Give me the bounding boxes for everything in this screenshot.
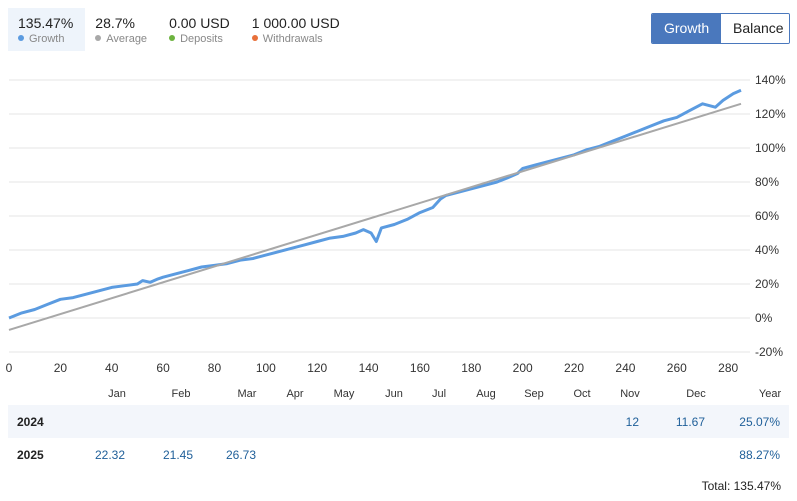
x-tick-label: 80 (208, 361, 222, 375)
x-tick-label: 120 (307, 361, 327, 375)
month-header-mar: Mar (238, 388, 257, 400)
y-tick-label: 140% (755, 73, 786, 87)
stat-growth[interactable]: 135.47% Growth (8, 8, 86, 51)
month-header-apr: Apr (286, 388, 303, 400)
stat-label: Withdrawals (251, 33, 340, 45)
row-year: 2024 (17, 415, 44, 429)
y-tick-label: 20% (755, 277, 779, 291)
x-tick-label: 40 (105, 361, 119, 375)
series-line-average (8, 102, 742, 331)
month-header-jun: Jun (385, 388, 403, 400)
x-tick-label: 0 (6, 361, 13, 375)
cell-year: 88.27% (739, 448, 780, 462)
table-row: 2025 22.32 21.45 26.73 88.27% (8, 438, 789, 471)
x-tick-label: 180 (461, 361, 481, 375)
month-header-year: Year (759, 388, 782, 400)
x-tick-label: 200 (513, 361, 533, 375)
month-header-sep: Sep (524, 388, 544, 400)
balance-tab-button[interactable]: Balance (721, 14, 789, 43)
x-tick-label: 100 (256, 361, 276, 375)
chart-mode-toggle[interactable]: Growth Balance (651, 13, 790, 44)
x-tick-label: 260 (667, 361, 687, 375)
x-tick-label: 220 (564, 361, 584, 375)
stat-deposits[interactable]: 0.00 USD Deposits (159, 8, 242, 51)
stat-average[interactable]: 28.7% Average (85, 8, 159, 51)
y-tick-label: 120% (755, 107, 786, 121)
cell-year: 25.07% (739, 415, 780, 429)
stat-label-text: Deposits (180, 33, 223, 45)
cell-jan: 22.32 (94, 448, 125, 462)
legend-dot-icon (251, 35, 258, 41)
cell-mar: 26.73 (225, 448, 256, 462)
stat-label: Deposits (169, 33, 230, 45)
stat-value: 0.00 USD (169, 15, 230, 31)
stat-value: 28.7% (95, 15, 135, 31)
y-tick-label: 0% (755, 311, 773, 325)
x-tick-label: 140 (359, 361, 379, 375)
stat-label-text: Withdrawals (262, 33, 323, 45)
legend-dot-icon (169, 35, 176, 41)
monthly-returns-table: 2024 12 11.67 25.07% 2025 22.32 21.45 26.73 88.2… (8, 405, 789, 471)
month-header-dec: Dec (686, 388, 706, 400)
growth-tab-button[interactable]: Growth (652, 14, 721, 43)
stat-label: Growth (18, 33, 73, 45)
month-header-feb: Feb (172, 388, 191, 400)
growth-chart: 140% 120% 100% 80% 60% 40% 20% 0% -20% 0 20 40 60 80 1… (6, 73, 786, 400)
legend-dot-icon (95, 35, 102, 41)
cell-feb: 21.45 (162, 448, 193, 462)
stat-value: 1 000.00 USD (251, 15, 340, 31)
x-tick-label: 60 (156, 361, 170, 375)
legend-dot-icon (18, 35, 24, 41)
stat-label-text: Growth (29, 33, 65, 45)
table-row: 2024 12 11.67 25.07% (8, 405, 789, 438)
y-tick-label: 60% (755, 209, 779, 223)
month-header-jul: Jul (432, 388, 446, 400)
x-tick-label: 240 (615, 361, 635, 375)
y-tick-label: -20% (755, 345, 783, 359)
total-growth: Total: 135.47% (701, 479, 781, 493)
row-year: 2025 (17, 448, 44, 462)
x-tick-label: 160 (410, 361, 430, 375)
stat-label: Average (95, 33, 147, 45)
stat-label-text: Average (106, 33, 148, 45)
x-tick-label: 280 (718, 361, 738, 375)
month-header-nov: Nov (620, 388, 640, 400)
month-header-oct: Oct (573, 388, 590, 400)
y-tick-label: 80% (755, 175, 779, 189)
cell-dec: 11.67 (675, 415, 705, 429)
month-header-may: May (334, 388, 355, 400)
stat-value: 135.47% (18, 15, 74, 31)
y-tick-label: 40% (755, 243, 779, 257)
stat-withdrawals[interactable]: 1 000.00 USD Withdrawals (242, 8, 352, 51)
summary-stats: 135.47% Growth 28.7% Average 0.00 USD Deposit… (8, 8, 352, 51)
x-tick-label: 20 (54, 361, 68, 375)
cell-nov: 12 (625, 415, 639, 429)
month-header-aug: Aug (476, 388, 496, 400)
y-tick-label: 100% (755, 141, 786, 155)
month-header-jan: Jan (108, 388, 126, 400)
series-line-growth (8, 88, 742, 320)
